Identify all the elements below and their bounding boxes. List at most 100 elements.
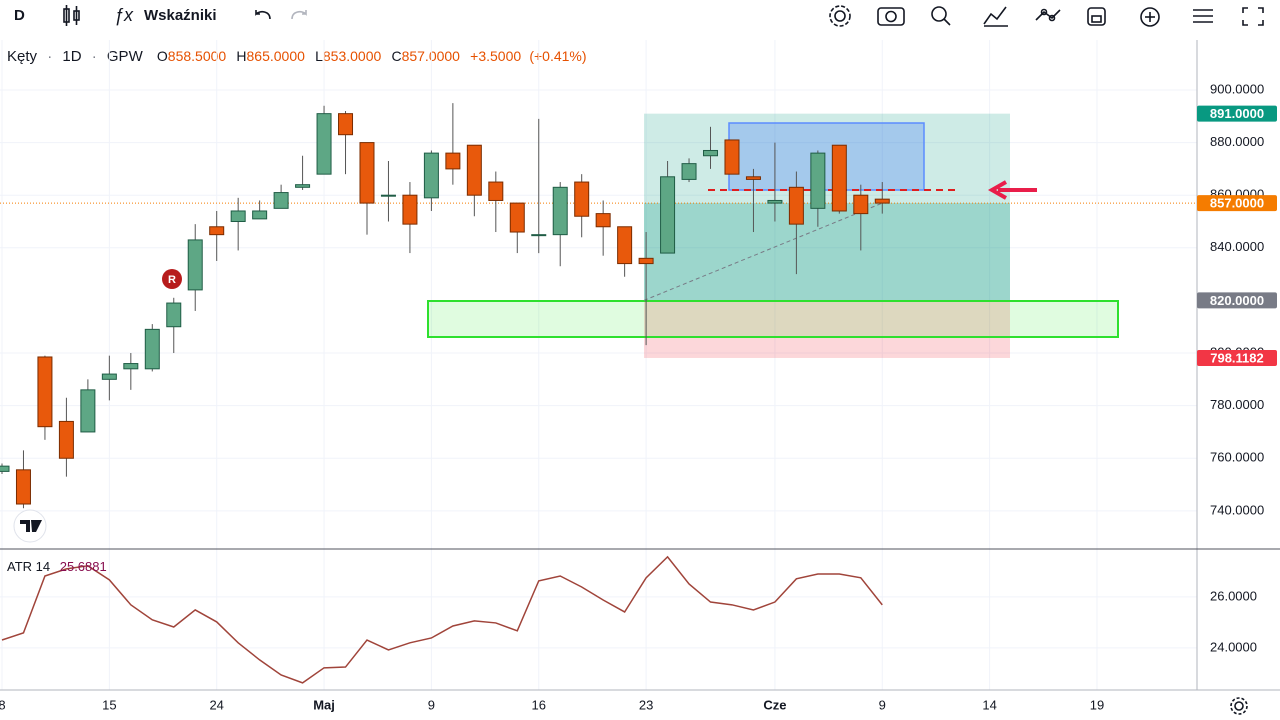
logo [13, 509, 47, 543]
indicators-icon[interactable]: ƒx [114, 5, 134, 25]
candle-body [316, 113, 332, 175]
separator: · [92, 48, 97, 65]
date-label: 14 [982, 697, 996, 712]
candle-body [166, 302, 182, 328]
candle-body [101, 373, 117, 380]
candle-body [552, 186, 568, 236]
price-tick-label: 840.0000 [1210, 239, 1264, 254]
candle-body [402, 194, 418, 225]
candle-body [0, 465, 10, 472]
ohlc-label: L [315, 48, 323, 64]
interval-button[interactable]: D [14, 7, 25, 24]
undo-button[interactable] [255, 10, 271, 20]
candle-body [380, 194, 396, 197]
ohlc-value: 853.0000 [323, 48, 382, 64]
date-label: 15 [102, 697, 116, 712]
date-label: 9 [879, 697, 886, 712]
atr-tick-label: 26.0000 [1210, 588, 1257, 603]
candle-body [660, 176, 676, 254]
candle-body [724, 139, 740, 175]
price-badge [1197, 292, 1277, 309]
atr-name: ATR 14 [7, 559, 50, 574]
candle-body [338, 113, 354, 136]
change: +3.5000 [470, 48, 521, 64]
plot: 8 15 24 Maj 9 16 23 Cze 9 14 19900.0000880.0000860… [0, 40, 1280, 712]
candle-body [295, 184, 311, 188]
ohlc-label: H [236, 48, 246, 64]
candle-body [187, 239, 203, 291]
price-badge-label: 820.0000 [1210, 293, 1264, 308]
price-tick-label: 780.0000 [1210, 397, 1264, 412]
candle-body [788, 186, 804, 225]
stop-loss-zone [644, 300, 1010, 358]
date-label: Cze [763, 697, 786, 712]
candle-body [80, 389, 96, 433]
price-badge [1197, 349, 1277, 366]
candle-body [831, 144, 847, 212]
ohlc-value: 857.0000 [402, 48, 461, 64]
date-label: 23 [639, 697, 653, 712]
candle-body [703, 149, 719, 157]
change-percent: (+0.41%) [529, 48, 586, 64]
settings-button[interactable] [829, 5, 851, 27]
candle-body [359, 142, 375, 204]
resistance-box [728, 122, 925, 191]
atr-value: 25.6881 [60, 559, 107, 574]
separator: · [47, 48, 52, 65]
ohlc-value: 865.0000 [247, 48, 306, 64]
candle-body [423, 152, 439, 199]
price-badge [1197, 105, 1277, 122]
candle-body [617, 226, 633, 265]
candle-body [273, 192, 289, 209]
search-button[interactable] [931, 6, 951, 26]
ohlc-label: O [157, 48, 168, 64]
alerts-button[interactable] [1035, 8, 1061, 22]
ohlc-label: C [391, 48, 401, 64]
price-badge-label: 857.0000 [1210, 196, 1264, 211]
compare-button[interactable] [983, 6, 1008, 27]
price-badge [1197, 195, 1277, 212]
candle-body [595, 213, 611, 228]
indicators-button[interactable]: Wskaźniki [144, 7, 217, 24]
candle-body [37, 356, 53, 428]
axis-settings-button[interactable] [1230, 697, 1248, 715]
candle-body [230, 210, 246, 223]
date-label: 16 [532, 697, 546, 712]
layout-settings-button[interactable] [1193, 9, 1213, 23]
fullscreen-button[interactable] [1242, 7, 1264, 26]
candle-body [123, 363, 139, 370]
redo-button[interactable] [291, 10, 307, 20]
chart-type-button[interactable] [63, 5, 80, 26]
date-label: 24 [209, 697, 223, 712]
exchange: GPW [107, 48, 144, 65]
trend-line [643, 202, 883, 301]
candle-body [853, 194, 869, 215]
atr-tick-label: 24.0000 [1210, 639, 1257, 654]
drawings [0, 40, 1197, 690]
legend-interval: 1D [62, 48, 81, 65]
price-tick-label: 880.0000 [1210, 134, 1264, 149]
legend: Kęty · 1D · GPW O858.5000 H865.0000 L853… [7, 48, 587, 65]
save-button[interactable] [1087, 7, 1106, 26]
price-badge-label: 798.1182 [1210, 350, 1264, 365]
candle-body [681, 163, 697, 180]
candle-body [509, 202, 525, 233]
arrow [987, 180, 1037, 200]
price-tick-label: 900.0000 [1210, 81, 1264, 96]
date-label: Maj [313, 697, 335, 712]
snapshot-button[interactable] [877, 7, 905, 26]
candle-body [767, 199, 783, 204]
date-label: 8 [0, 697, 6, 712]
ohlc-value: 858.5000 [168, 48, 227, 64]
candle-body [445, 152, 461, 170]
atr-legend: ATR 14 25.6881 [7, 559, 107, 574]
price-badge-label: 891.0000 [1210, 106, 1264, 121]
atr-line [1, 555, 883, 684]
take-profit-zone [644, 113, 1010, 301]
replay-button[interactable] [1140, 7, 1160, 27]
open-profit-zone [644, 203, 1010, 301]
candle-body [252, 210, 268, 220]
candle-body [745, 176, 761, 180]
date-label: 19 [1090, 697, 1104, 712]
